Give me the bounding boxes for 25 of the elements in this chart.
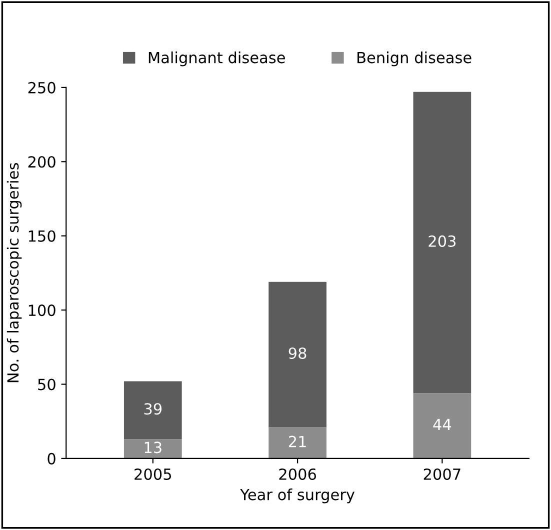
data-label: 44 xyxy=(433,418,452,430)
y-tick-label: 100 xyxy=(28,304,56,316)
y-tick-label: 250 xyxy=(28,82,56,94)
x-tick-label: 2005 xyxy=(134,468,172,480)
y-tick-label: 200 xyxy=(28,156,56,168)
bar xyxy=(124,381,182,440)
bar xyxy=(268,282,326,428)
bar xyxy=(413,393,472,458)
legend-label: Malignant disease xyxy=(148,51,285,66)
data-label: 39 xyxy=(144,403,162,415)
data-label: 203 xyxy=(428,235,456,247)
bar xyxy=(268,427,326,458)
y-tick-label: 50 xyxy=(38,378,56,390)
x-tick-label: 2006 xyxy=(279,468,316,480)
y-tick-label: 0 xyxy=(48,452,56,464)
bar xyxy=(413,92,472,394)
bar xyxy=(124,439,182,458)
x-axis-title: Year of surgery xyxy=(240,488,355,504)
data-label: 13 xyxy=(144,442,162,454)
legend-label: Benign disease xyxy=(358,51,472,66)
y-tick-label: 150 xyxy=(28,230,56,242)
data-label: 21 xyxy=(288,436,306,448)
y-axis-title: No. of laparoscopic surgeries xyxy=(6,163,22,382)
data-label: 98 xyxy=(288,347,306,360)
x-tick-label: 2007 xyxy=(424,468,460,480)
